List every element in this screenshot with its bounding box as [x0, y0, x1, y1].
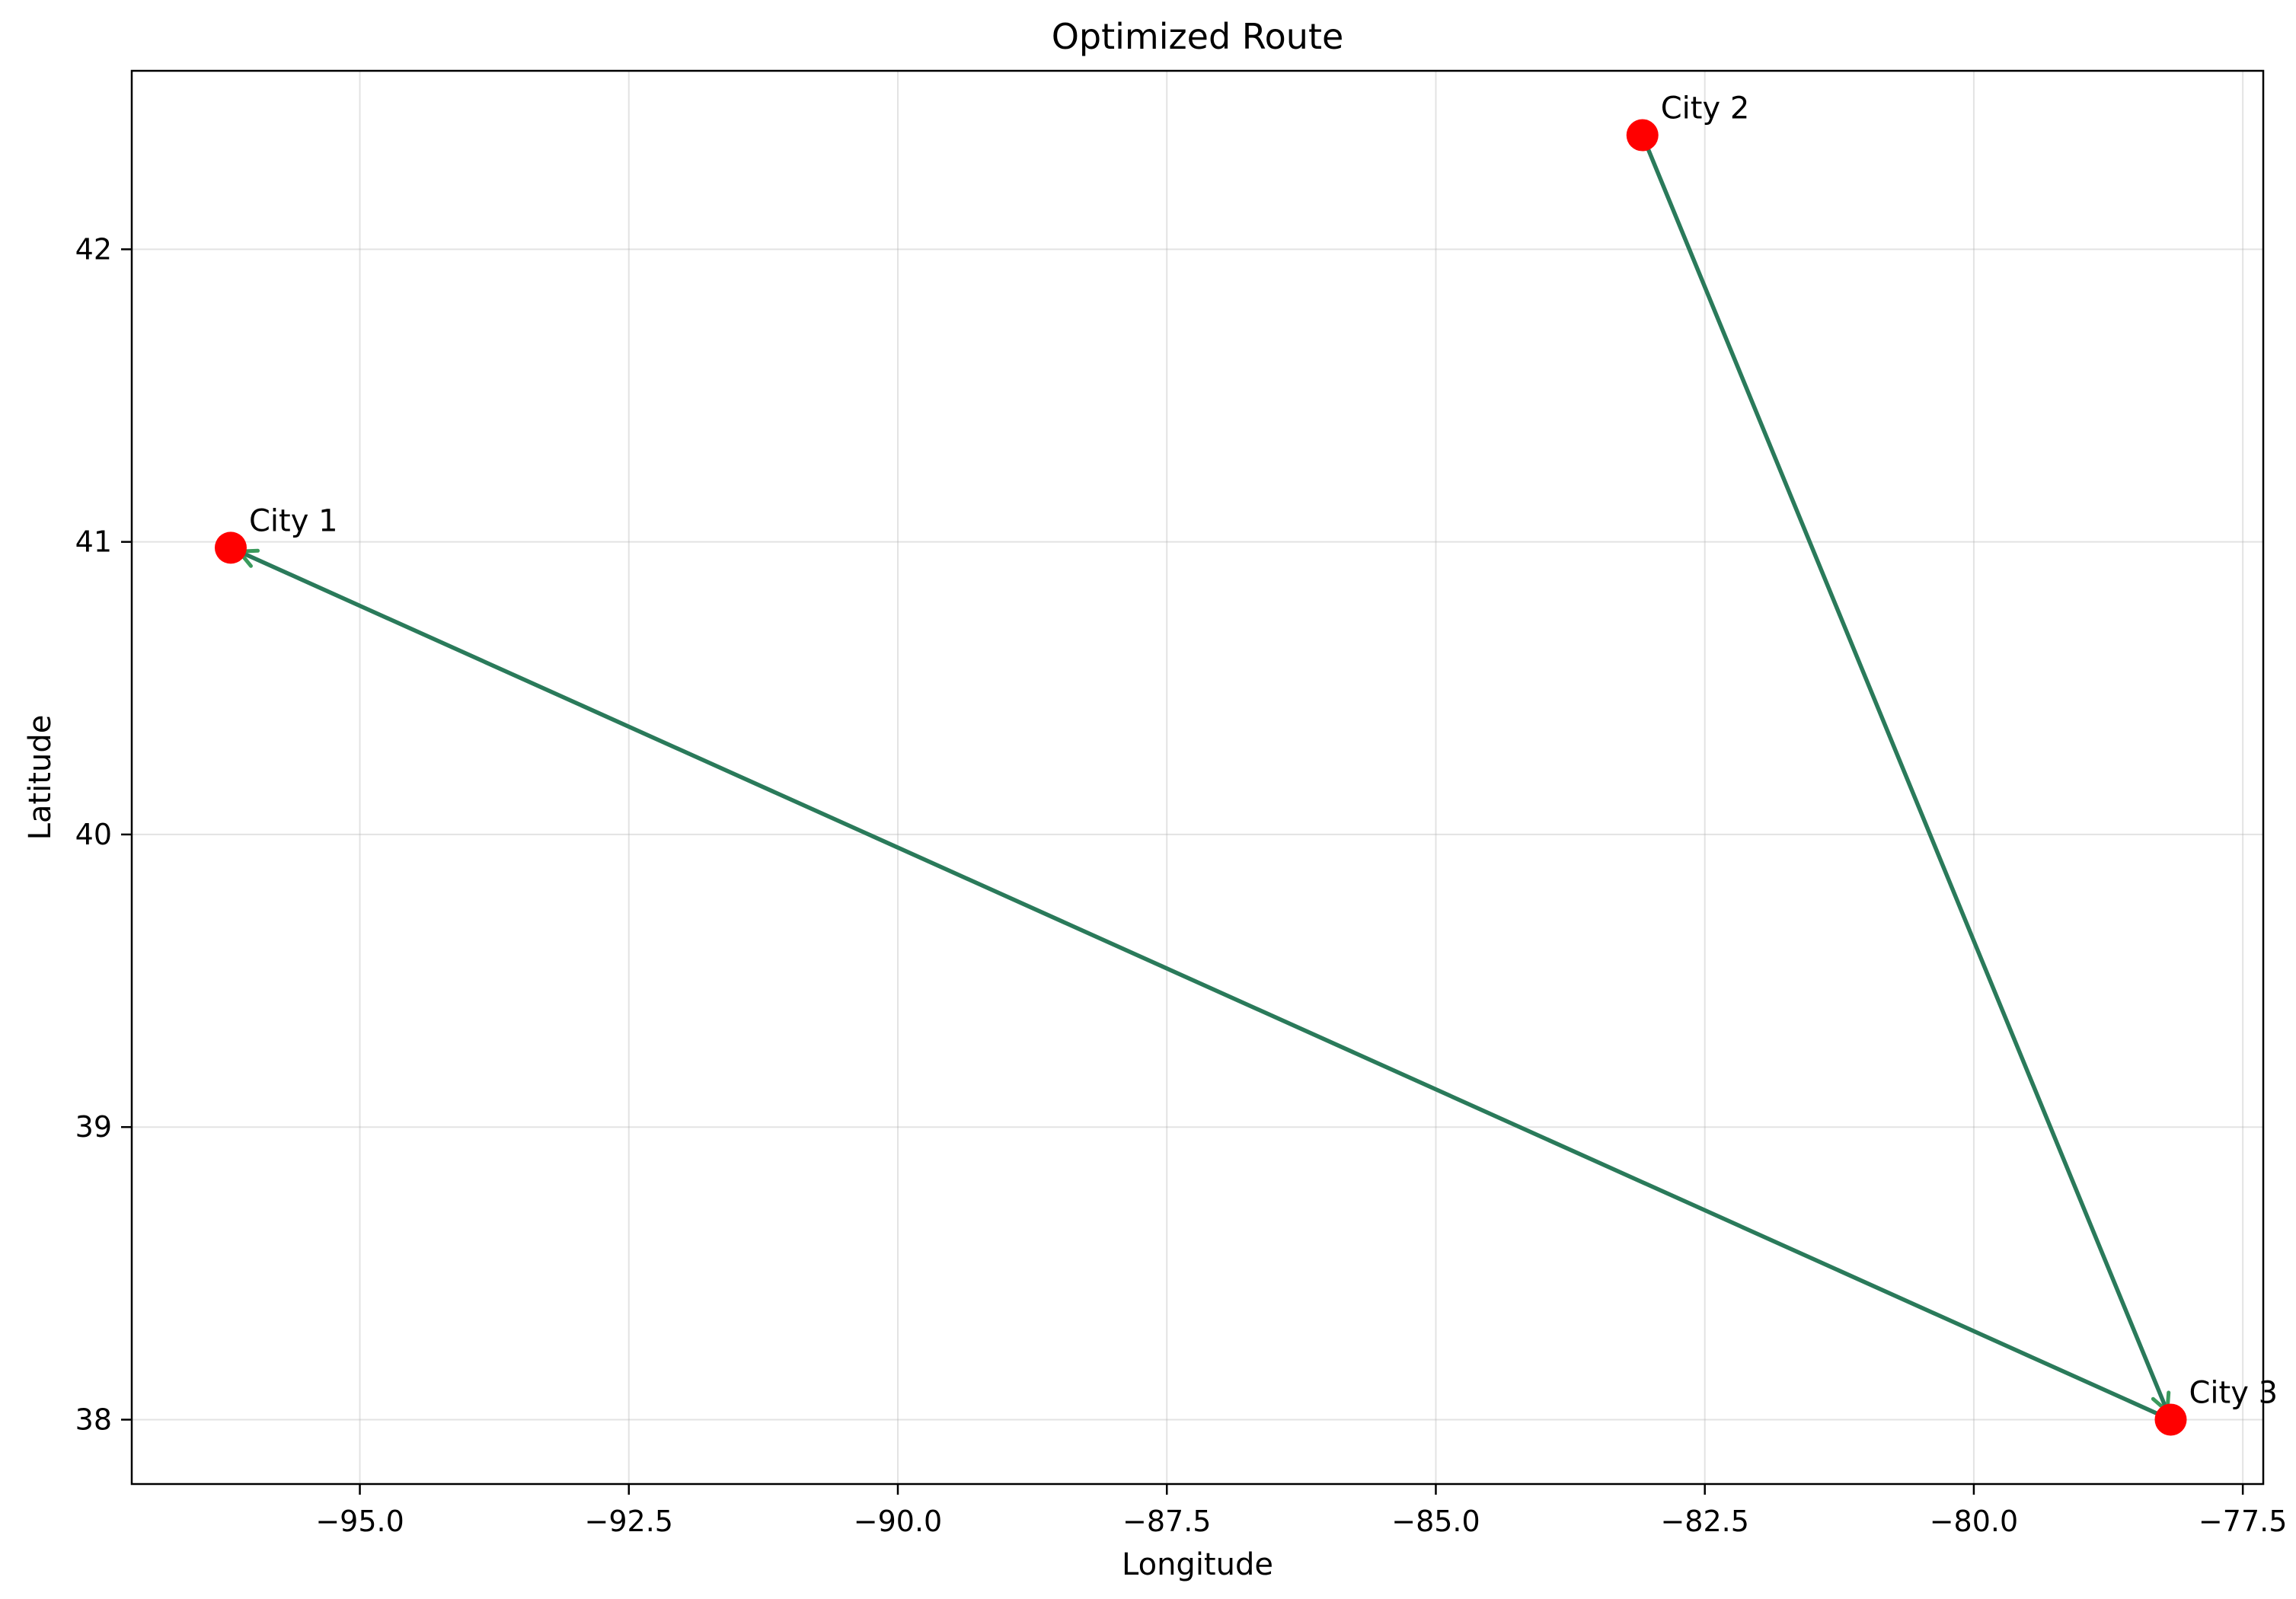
- y-tick-label: 38: [75, 1403, 112, 1436]
- plot-frame: [130, 69, 2265, 1486]
- city-label: City 1: [249, 503, 338, 538]
- city-marker: [2154, 1403, 2187, 1436]
- x-tick-label: −95.0: [315, 1505, 404, 1538]
- x-tick-label: −80.0: [1930, 1505, 2018, 1538]
- route-segment: [237, 549, 2173, 1422]
- x-tick-label: −92.5: [585, 1505, 673, 1538]
- chart-title: Optimized Route: [1052, 16, 1344, 57]
- city-markers: [214, 119, 2187, 1436]
- route-segment: [1640, 132, 2170, 1414]
- city-label: City 3: [2189, 1375, 2278, 1410]
- x-tick-label: −77.5: [2199, 1505, 2287, 1538]
- y-tick-label: 40: [75, 818, 112, 851]
- city-marker: [1626, 119, 1659, 152]
- y-axis-label: Latitude: [23, 715, 58, 841]
- city-label: City 2: [1661, 91, 1750, 126]
- grid: [132, 71, 2263, 1484]
- x-tick-label: −87.5: [1122, 1505, 1211, 1538]
- y-tick-label: 42: [75, 232, 112, 266]
- x-axis-label: Longitude: [1122, 1547, 1273, 1582]
- x-axis-ticks: −95.0 −92.5 −90.0 −87.5 −85.0 −82.5 −80.0 −77.5: [315, 1484, 2287, 1538]
- x-tick-label: −82.5: [1660, 1505, 1748, 1538]
- y-tick-label: 39: [75, 1110, 112, 1144]
- y-tick-label: 41: [75, 525, 112, 559]
- city-marker: [214, 531, 247, 564]
- x-tick-label: −90.0: [854, 1505, 942, 1538]
- y-axis-ticks: 38 39 40 41 42: [75, 232, 132, 1436]
- x-tick-label: −85.0: [1391, 1505, 1480, 1538]
